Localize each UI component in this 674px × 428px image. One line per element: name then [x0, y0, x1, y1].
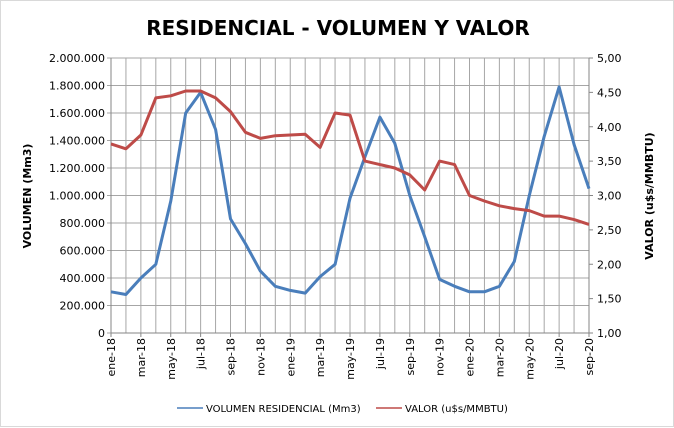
y-tick-label: 2.000.000 [49, 52, 105, 65]
x-tick-label: may-20 [523, 338, 536, 380]
y2-axis-label: VALOR (u$s/MMBTU) [643, 132, 656, 259]
y2-tick-label: 4,50 [597, 86, 622, 99]
y-axis-label: VOLUMEN (Mm3) [21, 144, 34, 249]
y-tick-label: 1.200.000 [49, 162, 105, 175]
y2-tick-label: 4,00 [597, 121, 622, 134]
y-tick-label: 800.000 [60, 217, 106, 230]
x-tick-label: ene-19 [284, 338, 297, 376]
y-tick-label: 1.800.000 [49, 80, 105, 93]
y-tick-label: 200.000 [60, 300, 106, 313]
x-tick-label: jul-18 [195, 338, 208, 370]
series-line-valor [110, 89, 590, 226]
y-tick-label: 1.000.000 [49, 190, 105, 203]
x-tick-label: jul-19 [374, 338, 387, 370]
y-tick-label: 0 [98, 327, 105, 340]
y2-tick-label: 2,00 [597, 258, 622, 271]
x-tick-label: sep-19 [404, 338, 417, 375]
y2-tick-label: 3,50 [597, 155, 622, 168]
y-tick-label: 600.000 [60, 245, 106, 258]
y2-tick-label: 1,00 [597, 327, 622, 340]
y2-tick-label: 1,50 [597, 293, 622, 306]
x-tick-label: nov-19 [434, 338, 447, 376]
x-tick-label: mar-18 [135, 338, 148, 377]
y-tick-label: 1.600.000 [49, 107, 105, 120]
x-tick-label: nov-18 [254, 338, 267, 376]
y2-tick-label: 3,00 [597, 190, 622, 203]
y2-tick-label: 5,00 [597, 52, 622, 65]
x-tick-label: jul-20 [553, 338, 566, 370]
legend-label-volumen: VOLUMEN RESIDENCIAL (Mm3) [206, 404, 361, 415]
chart-title: RESIDENCIAL - VOLUMEN Y VALOR [146, 16, 530, 40]
x-tick-label: mar-19 [314, 338, 327, 377]
legend-label-valor: VALOR (u$s/MMBTU) [405, 404, 508, 415]
legend: VOLUMEN RESIDENCIAL (Mm3) VALOR (u$s/MMB… [177, 404, 508, 415]
x-tick-label: ene-20 [464, 338, 477, 376]
y-tick-label: 400.000 [60, 272, 106, 285]
x-tick-label: ene-18 [105, 338, 118, 376]
x-tick-label: sep-20 [583, 338, 596, 375]
x-tick-label: sep-18 [225, 338, 238, 375]
y2-tick-label: 2,50 [597, 224, 622, 237]
x-tick-label: may-19 [344, 338, 357, 380]
x-tick-label: may-18 [165, 338, 178, 380]
x-tick-label: mar-20 [493, 338, 506, 377]
series-line-volumen [110, 85, 591, 296]
y-tick-label: 1.400.000 [49, 135, 105, 148]
